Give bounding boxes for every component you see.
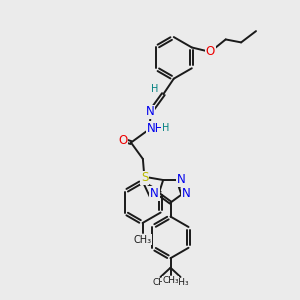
Text: S: S [141, 171, 148, 184]
Text: CH₃: CH₃ [134, 235, 152, 245]
Text: N: N [182, 187, 191, 200]
Text: N: N [150, 187, 159, 200]
Text: O: O [118, 134, 127, 147]
Text: N: N [146, 106, 154, 118]
Text: O: O [206, 45, 215, 58]
Text: NH: NH [147, 122, 164, 134]
Text: N: N [177, 173, 186, 186]
Text: CH₃: CH₃ [162, 276, 179, 285]
Text: H: H [152, 84, 159, 94]
Text: H: H [162, 123, 169, 133]
Text: CH₃: CH₃ [172, 278, 189, 287]
Text: CH₃: CH₃ [152, 278, 169, 287]
